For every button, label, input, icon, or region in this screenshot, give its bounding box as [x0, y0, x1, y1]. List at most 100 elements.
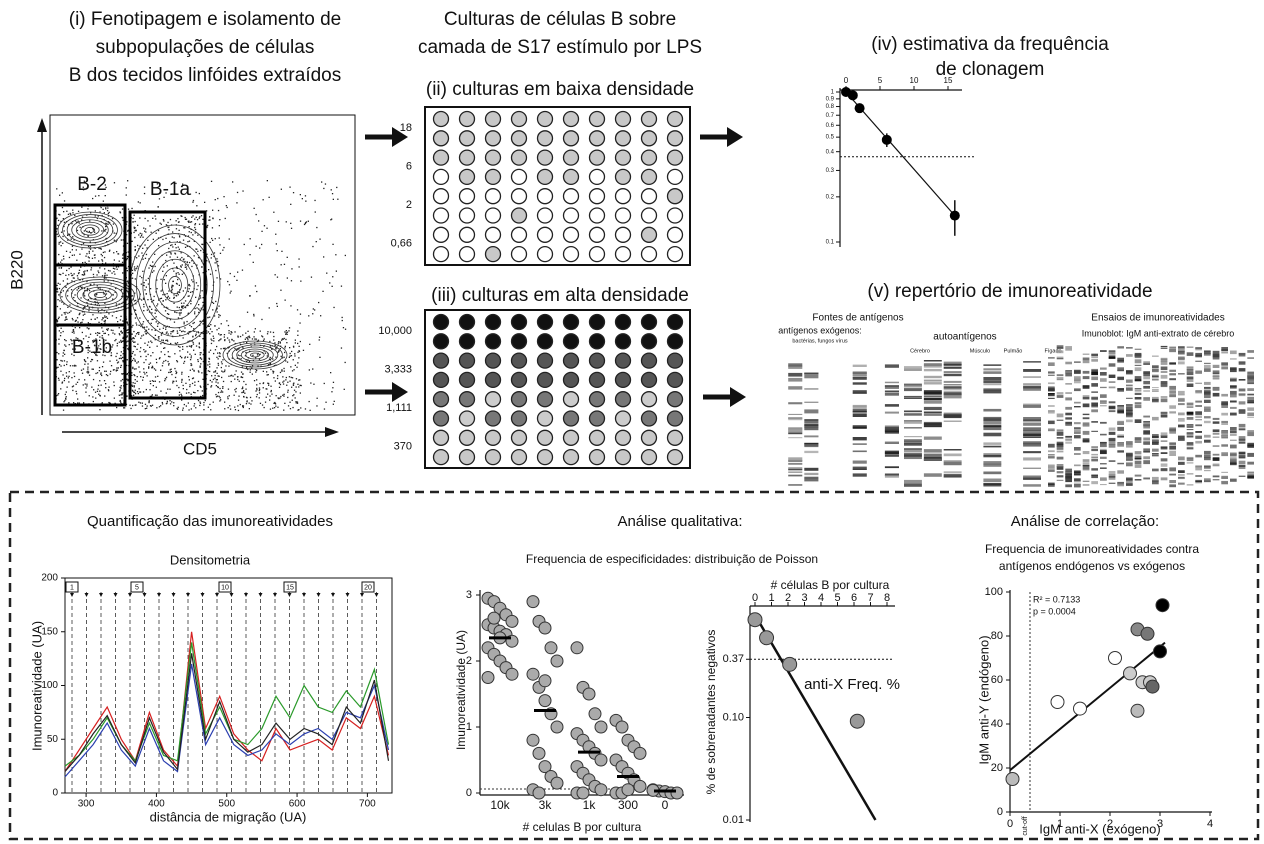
- blot-band: [1161, 464, 1168, 466]
- flow-dot: [122, 394, 123, 395]
- axis-label: # celulas B por cultura: [523, 820, 642, 834]
- flow-dot: [97, 308, 98, 309]
- flow-dot: [209, 364, 210, 365]
- blot-band: [1126, 347, 1133, 349]
- blot-band: [1065, 362, 1072, 365]
- flow-dot: [140, 356, 141, 357]
- blot-band: [1135, 355, 1142, 359]
- flow-dot: [135, 300, 136, 301]
- flow-dot: [269, 399, 270, 400]
- flow-dot: [58, 393, 59, 394]
- flow-dot: [135, 361, 136, 362]
- flow-dot: [88, 310, 89, 311]
- flow-dot: [101, 249, 102, 250]
- flow-dot: [93, 379, 94, 380]
- flow-dot: [132, 334, 133, 335]
- flow-dot: [94, 254, 95, 255]
- blot-band: [1213, 376, 1220, 379]
- flow-dot: [332, 286, 333, 287]
- blot-band: [1230, 367, 1237, 369]
- flow-dot: [218, 363, 219, 364]
- flow-dot: [331, 219, 332, 220]
- flow-dot: [106, 316, 107, 317]
- flow-dot: [250, 295, 251, 296]
- flow-dot: [291, 228, 292, 229]
- well: [460, 430, 475, 445]
- blot-band: [983, 388, 1001, 390]
- blot-band: [1230, 479, 1237, 482]
- flow-dot: [104, 280, 105, 281]
- well: [668, 150, 683, 165]
- flow-dot: [66, 391, 67, 392]
- flow-dot: [324, 383, 325, 384]
- flow-dot: [58, 380, 59, 381]
- blot-band: [1023, 468, 1041, 469]
- flow-dot: [152, 261, 153, 262]
- flow-dot: [191, 365, 192, 366]
- point: [527, 734, 539, 746]
- blot-band: [788, 378, 802, 382]
- flow-dot: [132, 367, 133, 368]
- flow-dot: [259, 397, 260, 398]
- blot-band: [1065, 480, 1072, 483]
- tick-label: 300: [78, 799, 95, 810]
- flow-dot: [74, 294, 75, 295]
- flow-dot: [139, 388, 140, 389]
- flow-dot: [105, 320, 106, 321]
- flow-dot: [74, 372, 75, 373]
- blot-band: [1083, 417, 1090, 419]
- blot-band: [1109, 471, 1116, 475]
- flow-dot: [189, 325, 190, 326]
- flow-dot: [72, 275, 73, 276]
- blot-band: [1178, 358, 1185, 360]
- blot-band: [1117, 421, 1124, 425]
- flow-dot: [277, 277, 278, 278]
- point: [539, 695, 551, 707]
- flow-dot: [155, 309, 156, 310]
- flow-dot: [88, 322, 89, 323]
- flow-dot: [255, 285, 256, 286]
- flow-dot: [292, 400, 293, 401]
- blot-band: [1023, 441, 1041, 444]
- flow-dot: [57, 285, 58, 286]
- flow-dot: [299, 351, 300, 352]
- blot-band: [1083, 376, 1090, 379]
- blot-band: [944, 462, 962, 466]
- flow-dot: [138, 201, 139, 202]
- blot-band: [904, 484, 922, 487]
- flow-dot: [133, 358, 134, 359]
- flow-dot: [216, 357, 217, 358]
- flow-dot: [151, 266, 152, 267]
- flow-dot: [121, 385, 122, 386]
- blot-band: [1117, 443, 1124, 447]
- flow-dot: [137, 225, 138, 226]
- flow-dot: [218, 365, 219, 366]
- flow-dot: [173, 294, 174, 295]
- flow-dot: [63, 211, 64, 212]
- blot-band: [1221, 472, 1228, 473]
- flow-dot: [266, 228, 267, 229]
- arrow-head: [392, 382, 408, 402]
- flow-dot: [181, 399, 182, 400]
- blot-band: [853, 426, 867, 429]
- flow-dot: [210, 409, 211, 410]
- blot-band: [1074, 406, 1081, 407]
- blot-band: [1074, 453, 1081, 454]
- well: [434, 150, 449, 165]
- flow-dot: [222, 386, 223, 387]
- flow-dot: [140, 237, 141, 238]
- well: [642, 353, 657, 368]
- blot-band: [924, 401, 942, 404]
- well: [486, 372, 501, 387]
- flow-dot: [176, 360, 177, 361]
- flow-dot: [144, 244, 145, 245]
- blot-band: [1221, 454, 1228, 456]
- blot-band: [788, 475, 802, 477]
- flow-dot: [313, 384, 314, 385]
- flow-dot: [223, 196, 224, 197]
- blot-band: [983, 384, 1001, 385]
- point: [671, 787, 683, 799]
- flow-dot: [98, 272, 99, 273]
- flow-dot: [207, 317, 208, 318]
- blot-band: [1187, 407, 1194, 408]
